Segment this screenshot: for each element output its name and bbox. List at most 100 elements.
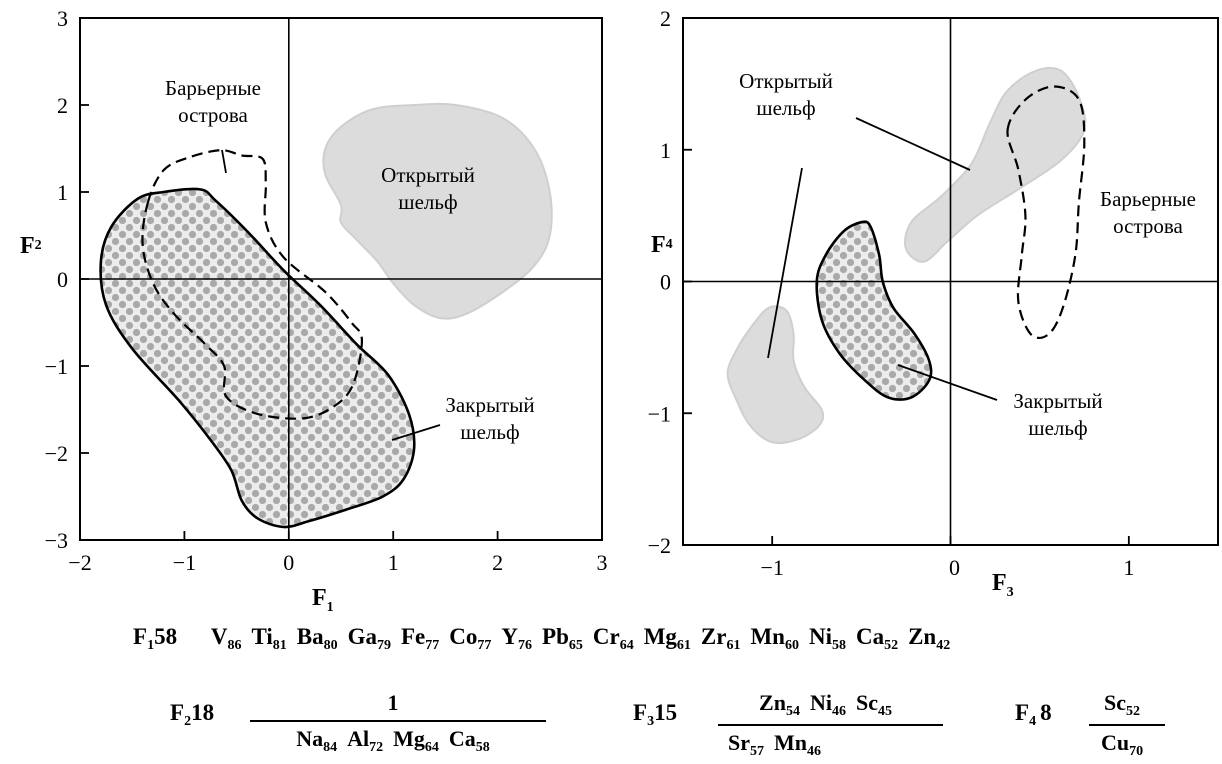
formula-f3-den-loading: 57 xyxy=(750,744,764,759)
formula-f3-num-element: Zn xyxy=(759,690,786,715)
formula-f1-sub: 1 xyxy=(147,638,155,653)
formula-f3-num-term: Ni46 xyxy=(809,690,846,719)
formula-f2-denominator: Na84 Al72 Mg64 Ca58 xyxy=(250,720,546,756)
formula-f1-term: Cr64 xyxy=(592,624,634,653)
formula-f3-numerator: Zn54 Ni46 Sc45 xyxy=(718,690,943,724)
formula-f4-den-element: Cu xyxy=(1100,730,1130,755)
formula-f1-element: Ni xyxy=(808,624,832,649)
formula-f1-elements: V86 Ti81 Ba80 Ga79 Fe77 Co77 Y76 Pb65 Cr64 Mg61 Zr… xyxy=(211,624,960,653)
formula-f1: F158 V86 Ti81 Ba80 Ga79 Fe77 Co77 Y76 Pb65 Cr64 M… xyxy=(133,624,960,654)
chart0-x-tick-label: 1 xyxy=(388,550,399,575)
right-scatter-panel: −1 0 1 −2 −1 0 1 2 F3 F4 Открытый шельф Закрытый шель… xyxy=(648,6,1219,600)
formula-f1-loading: 86 xyxy=(227,638,242,653)
formula-f2-fraction: 1 Na84 Al72 Mg64 Ca58 xyxy=(250,690,546,756)
formula-f1-element: Ga xyxy=(347,624,377,649)
formula-f3-num-loading: 54 xyxy=(785,704,800,719)
formula-f1-loading: 80 xyxy=(323,638,338,653)
formula-f4-denominator: Cu70 xyxy=(1089,724,1165,760)
formula-f2-den-element: Na xyxy=(296,726,324,751)
chart0-y-tick-label: −1 xyxy=(45,354,68,379)
formula-f2-den-element: Ca xyxy=(448,726,476,751)
formula-f2-den-loading: 64 xyxy=(424,740,439,755)
formula-f2-den-term: Ca58 xyxy=(448,726,490,755)
formula-f3-num-element: Sc xyxy=(855,690,878,715)
formula-f1-name: F xyxy=(133,624,148,649)
chart1-x-axis-label: F3 xyxy=(992,570,1014,600)
formula-f1-num: 58 xyxy=(154,624,178,649)
formula-f3-denominator: Sr57 Mn46 xyxy=(718,724,943,760)
formula-f3-den-loading: 46 xyxy=(807,744,821,759)
formula-f1-term: Co77 xyxy=(449,624,491,653)
formula-f2-num-term: 1 xyxy=(388,690,399,715)
chart1-leader-line xyxy=(855,117,971,171)
formula-f4-fraction: Sc52 Cu70 xyxy=(1089,690,1165,760)
formula-f2-den-element: Mg xyxy=(393,726,425,751)
chart1-x-tick-label: −1 xyxy=(760,555,783,580)
chart1-region-3 xyxy=(1006,85,1086,340)
formula-f1-loading: 64 xyxy=(619,638,634,653)
formula-f3-num-loading: 46 xyxy=(831,704,846,719)
chart1-y-tick-label: 0 xyxy=(660,270,671,295)
formula-f1-term: Ca52 xyxy=(856,624,898,653)
formula-f2-den-loading: 58 xyxy=(475,740,490,755)
formula-f1-loading: 77 xyxy=(477,638,492,653)
formula-f4-num-loading: 52 xyxy=(1126,704,1140,719)
chart0-y-tick-label: 2 xyxy=(57,93,68,118)
formula-f3-den-element: Mn xyxy=(774,730,807,755)
formula-f1-element: Cr xyxy=(592,624,620,649)
chart1-y-tick-label: 2 xyxy=(660,6,671,31)
chart1-annotation-2: Закрытый шельф xyxy=(1013,389,1102,440)
chart0-y-tick-label: 3 xyxy=(57,6,68,31)
chart0-leader-line xyxy=(391,424,441,441)
formula-f1-element: Fe xyxy=(401,624,426,649)
formula-f1-loading: 61 xyxy=(726,638,741,653)
formula-f2-sub: 2 xyxy=(184,714,192,729)
formula-f1-term: Pb65 xyxy=(542,624,583,653)
chart0-y-tick-label: −3 xyxy=(45,528,68,553)
formula-f1-loading: 76 xyxy=(518,638,533,653)
formula-f1-term: Mn60 xyxy=(750,624,799,653)
formula-f4-num: 8 xyxy=(1040,700,1052,725)
chart1-y-axis-label: F4 xyxy=(651,232,673,258)
formula-f3-fraction: Zn54 Ni46 Sc45 Sr57 Mn46 xyxy=(718,690,943,760)
formula-f3-den-term: Mn46 xyxy=(774,730,821,759)
formula-f1-term: Y76 xyxy=(501,624,532,653)
formula-f1-term: V86 xyxy=(211,624,242,653)
formula-f2-num: 18 xyxy=(191,700,215,725)
formula-f1-element: Ba xyxy=(296,624,324,649)
chart0-x-axis-label: F1 xyxy=(312,585,334,615)
chart0-annotation-2: Барьерные острова xyxy=(165,76,261,127)
chart1-annotation-0: Открытый шельф xyxy=(739,69,833,120)
chart0-annotation-0: Открытый шельф xyxy=(381,163,475,214)
formula-f4-name: F xyxy=(1015,700,1030,725)
formula-f1-loading: 77 xyxy=(425,638,440,653)
formula-f1-loading: 61 xyxy=(676,638,691,653)
formula-f2-den-term: Na84 xyxy=(296,726,337,755)
chart1-region-0 xyxy=(904,66,1087,263)
chart0-annotation-1: Закрытый шельф xyxy=(445,393,534,444)
formula-f3-num: 15 xyxy=(654,700,678,725)
formula-f1-term: Zn42 xyxy=(908,624,950,653)
chart1-y-tick-label: 1 xyxy=(660,138,671,163)
formula-f2-numerator: 1 xyxy=(250,690,546,720)
formula-f1-term: Ti81 xyxy=(251,624,286,653)
formula-f2-name: F xyxy=(170,700,185,725)
formula-f1-loading: 52 xyxy=(884,638,899,653)
formula-f1-term: Ni58 xyxy=(808,624,846,653)
formula-f2-den-term: Mg64 xyxy=(393,726,439,755)
formula-f1-term: Zr61 xyxy=(701,624,741,653)
chart0-x-tick-label: −1 xyxy=(173,550,196,575)
formula-f1-element: Co xyxy=(449,624,478,649)
formula-f2-den-element: Al xyxy=(347,726,370,751)
chart1-leader-line xyxy=(767,167,803,359)
formula-f2: F218 xyxy=(170,700,214,730)
formula-f3-den-element: Sr xyxy=(728,730,750,755)
formula-f2-den-loading: 72 xyxy=(369,740,384,755)
chart0-leader-line xyxy=(221,149,227,174)
formula-f1-element: Ti xyxy=(251,624,273,649)
formula-f1-element: Mg xyxy=(643,624,677,649)
chart0-x-tick-label: 0 xyxy=(283,550,294,575)
formula-f2-num-element: 1 xyxy=(387,690,399,715)
formula-f3-num-element: Ni xyxy=(809,690,832,715)
